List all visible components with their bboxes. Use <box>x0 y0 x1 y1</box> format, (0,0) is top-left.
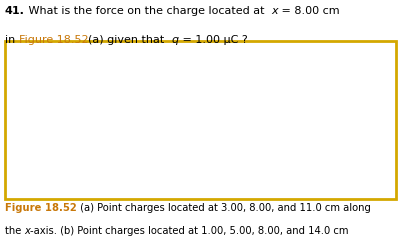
Text: (a) given that: (a) given that <box>88 35 172 45</box>
Text: +q: +q <box>265 84 280 94</box>
Text: (a): (a) <box>19 70 34 80</box>
Text: in: in <box>5 35 18 45</box>
Text: 0: 0 <box>53 83 59 94</box>
Text: 41.: 41. <box>5 6 25 16</box>
Text: −2q: −2q <box>203 84 224 94</box>
Text: +3q: +3q <box>203 154 224 164</box>
Text: x: x <box>271 6 278 16</box>
Text: Figure 18.52: Figure 18.52 <box>5 203 77 213</box>
Text: (b): (b) <box>19 140 34 150</box>
Text: the: the <box>5 226 24 236</box>
Text: 5: 5 <box>151 83 158 94</box>
Text: x (cm): x (cm) <box>358 140 390 150</box>
Text: What is the force on the charge located at: What is the force on the charge located … <box>25 6 271 16</box>
Text: q: q <box>172 35 178 45</box>
Text: −2q: −2q <box>65 154 86 164</box>
Text: 10: 10 <box>247 153 259 163</box>
Text: = 8.00 cm: = 8.00 cm <box>278 6 339 16</box>
Text: 0: 0 <box>53 153 59 163</box>
Text: x (cm): x (cm) <box>358 70 390 80</box>
Text: = 1.00 μC ?: = 1.00 μC ? <box>178 35 247 45</box>
Text: (a) Point charges located at 3.00, 8.00, and 11.0 cm along: (a) Point charges located at 3.00, 8.00,… <box>77 203 371 213</box>
Text: +q: +q <box>107 84 122 94</box>
Text: 5: 5 <box>151 153 158 163</box>
Text: x: x <box>24 226 30 236</box>
Text: 10: 10 <box>247 83 259 94</box>
Text: Figure 18.52: Figure 18.52 <box>18 35 88 45</box>
Text: +q: +q <box>147 154 162 164</box>
Text: −q: −q <box>324 154 339 164</box>
Text: -axis. (b) Point charges located at 1.00, 5.00, 8.00, and 14.0 cm: -axis. (b) Point charges located at 1.00… <box>30 226 349 236</box>
